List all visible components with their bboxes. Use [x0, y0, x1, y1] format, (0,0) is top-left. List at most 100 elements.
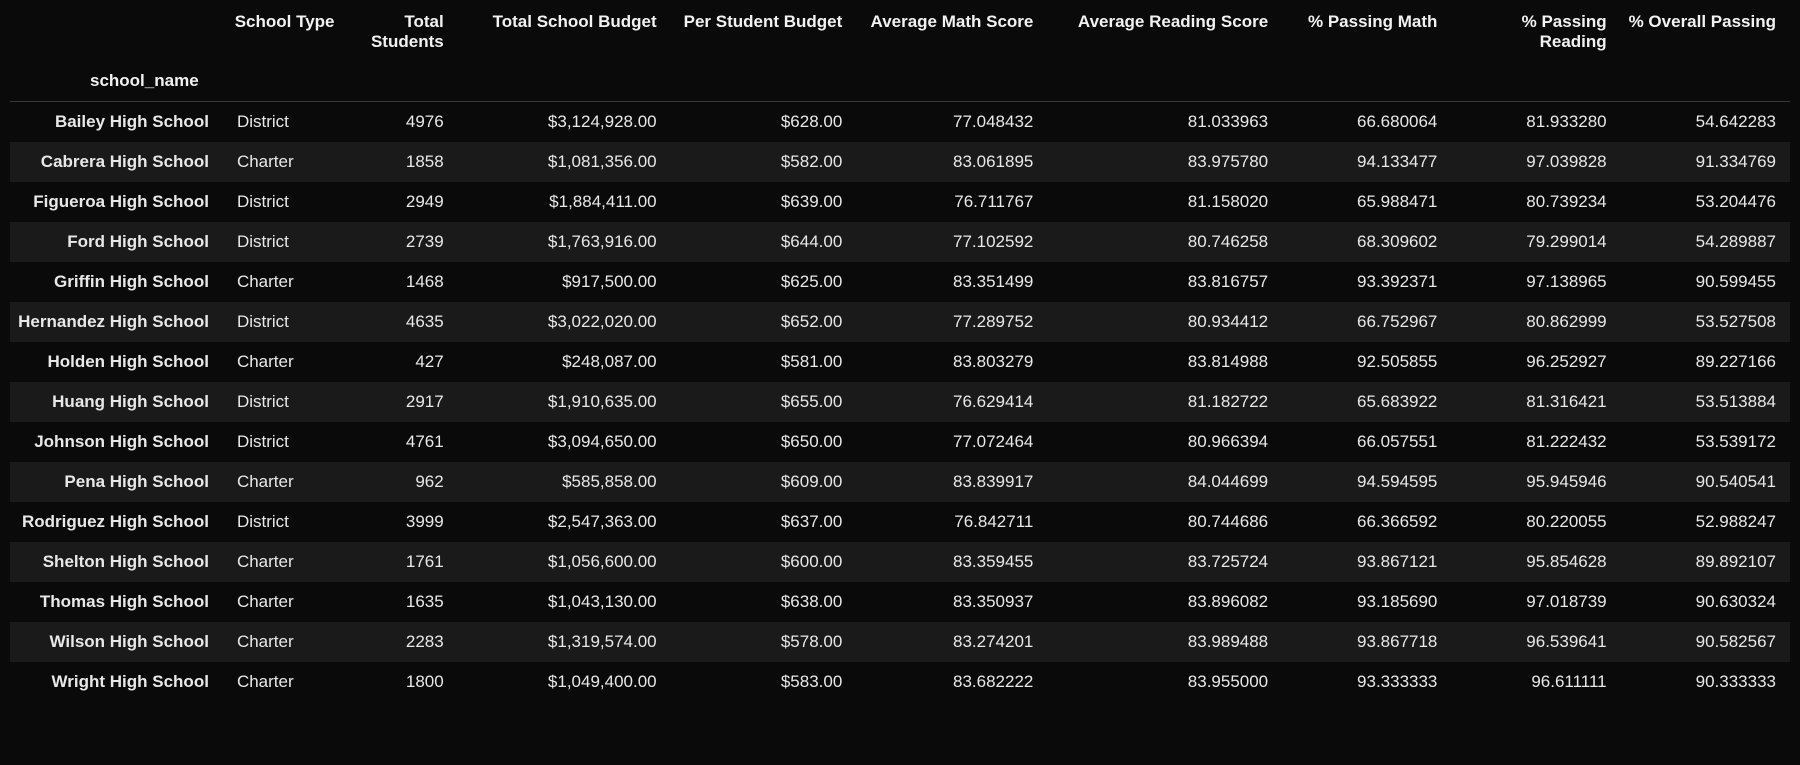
cell: District [223, 502, 349, 542]
table-row: Wright High SchoolCharter1800$1,049,400.… [10, 662, 1790, 702]
cell: $639.00 [671, 182, 857, 222]
cell: 83.814988 [1047, 342, 1282, 382]
cell: 2949 [349, 182, 458, 222]
cell: District [223, 222, 349, 262]
cell: $3,022,020.00 [458, 302, 671, 342]
cell: 65.683922 [1282, 382, 1451, 422]
cell: 2739 [349, 222, 458, 262]
cell: 4976 [349, 101, 458, 142]
row-school-name: Bailey High School [10, 101, 223, 142]
header-total-school-budget: Total School Budget [458, 6, 671, 57]
cell: 53.539172 [1621, 422, 1790, 462]
cell: $609.00 [671, 462, 857, 502]
table-row: Rodriguez High SchoolDistrict3999$2,547,… [10, 502, 1790, 542]
row-school-name: Wilson High School [10, 622, 223, 662]
cell: 90.333333 [1621, 662, 1790, 702]
cell: $2,547,363.00 [458, 502, 671, 542]
table-row: Ford High SchoolDistrict2739$1,763,916.0… [10, 222, 1790, 262]
cell: 93.867121 [1282, 542, 1451, 582]
cell: 81.222432 [1451, 422, 1620, 462]
table-body: Bailey High SchoolDistrict4976$3,124,928… [10, 101, 1790, 702]
cell: $637.00 [671, 502, 857, 542]
cell: 83.803279 [856, 342, 1047, 382]
cell: 81.182722 [1047, 382, 1282, 422]
cell: $578.00 [671, 622, 857, 662]
school-summary-table: School Type Total Students Total School … [10, 6, 1790, 702]
cell: 427 [349, 342, 458, 382]
cell: District [223, 422, 349, 462]
cell: 4761 [349, 422, 458, 462]
cell: $583.00 [671, 662, 857, 702]
row-school-name: Hernandez High School [10, 302, 223, 342]
cell: $1,043,130.00 [458, 582, 671, 622]
cell: 94.594595 [1282, 462, 1451, 502]
cell: $638.00 [671, 582, 857, 622]
header-per-student-budget: Per Student Budget [671, 6, 857, 57]
row-school-name: Shelton High School [10, 542, 223, 582]
cell: $650.00 [671, 422, 857, 462]
cell: 97.018739 [1451, 582, 1620, 622]
cell: $582.00 [671, 142, 857, 182]
header-pct-passing-math: % Passing Math [1282, 6, 1451, 57]
cell: $1,056,600.00 [458, 542, 671, 582]
cell: 93.333333 [1282, 662, 1451, 702]
header-pct-overall-passing: % Overall Passing [1621, 6, 1790, 57]
cell: Charter [223, 622, 349, 662]
cell: 93.185690 [1282, 582, 1451, 622]
cell: 66.057551 [1282, 422, 1451, 462]
cell: District [223, 182, 349, 222]
cell: 53.204476 [1621, 182, 1790, 222]
cell: District [223, 101, 349, 142]
cell: Charter [223, 582, 349, 622]
cell: $655.00 [671, 382, 857, 422]
cell: $628.00 [671, 101, 857, 142]
cell: $1,910,635.00 [458, 382, 671, 422]
cell: 83.274201 [856, 622, 1047, 662]
cell: 83.816757 [1047, 262, 1282, 302]
header-blank [10, 6, 223, 57]
cell: 76.842711 [856, 502, 1047, 542]
cell: 80.739234 [1451, 182, 1620, 222]
row-school-name: Wright High School [10, 662, 223, 702]
cell: 4635 [349, 302, 458, 342]
cell: 97.039828 [1451, 142, 1620, 182]
cell: 54.642283 [1621, 101, 1790, 142]
table-row: Johnson High SchoolDistrict4761$3,094,65… [10, 422, 1790, 462]
table-row: Bailey High SchoolDistrict4976$3,124,928… [10, 101, 1790, 142]
cell: $917,500.00 [458, 262, 671, 302]
table-head: School Type Total Students Total School … [10, 6, 1790, 101]
cell: 90.630324 [1621, 582, 1790, 622]
cell: $1,763,916.00 [458, 222, 671, 262]
cell: 81.933280 [1451, 101, 1620, 142]
cell: 80.966394 [1047, 422, 1282, 462]
cell: 66.752967 [1282, 302, 1451, 342]
cell: 77.072464 [856, 422, 1047, 462]
table-row: Holden High SchoolCharter427$248,087.00$… [10, 342, 1790, 382]
index-label-row: school_name [10, 57, 1790, 101]
cell: 54.289887 [1621, 222, 1790, 262]
cell: 93.867718 [1282, 622, 1451, 662]
header-avg-reading-score: Average Reading Score [1047, 6, 1282, 57]
cell: $1,319,574.00 [458, 622, 671, 662]
row-school-name: Holden High School [10, 342, 223, 382]
cell: $1,884,411.00 [458, 182, 671, 222]
cell: 80.746258 [1047, 222, 1282, 262]
table-row: Cabrera High SchoolCharter1858$1,081,356… [10, 142, 1790, 182]
cell: 83.725724 [1047, 542, 1282, 582]
cell: $3,124,928.00 [458, 101, 671, 142]
cell: $581.00 [671, 342, 857, 382]
row-school-name: Griffin High School [10, 262, 223, 302]
cell: 83.896082 [1047, 582, 1282, 622]
cell: $1,049,400.00 [458, 662, 671, 702]
cell: 1468 [349, 262, 458, 302]
cell: 52.988247 [1621, 502, 1790, 542]
row-school-name: Thomas High School [10, 582, 223, 622]
row-school-name: Johnson High School [10, 422, 223, 462]
cell: 80.934412 [1047, 302, 1282, 342]
cell: 2283 [349, 622, 458, 662]
cell: 53.527508 [1621, 302, 1790, 342]
table-row: Griffin High SchoolCharter1468$917,500.0… [10, 262, 1790, 302]
cell: 81.316421 [1451, 382, 1620, 422]
cell: 97.138965 [1451, 262, 1620, 302]
cell: 80.744686 [1047, 502, 1282, 542]
